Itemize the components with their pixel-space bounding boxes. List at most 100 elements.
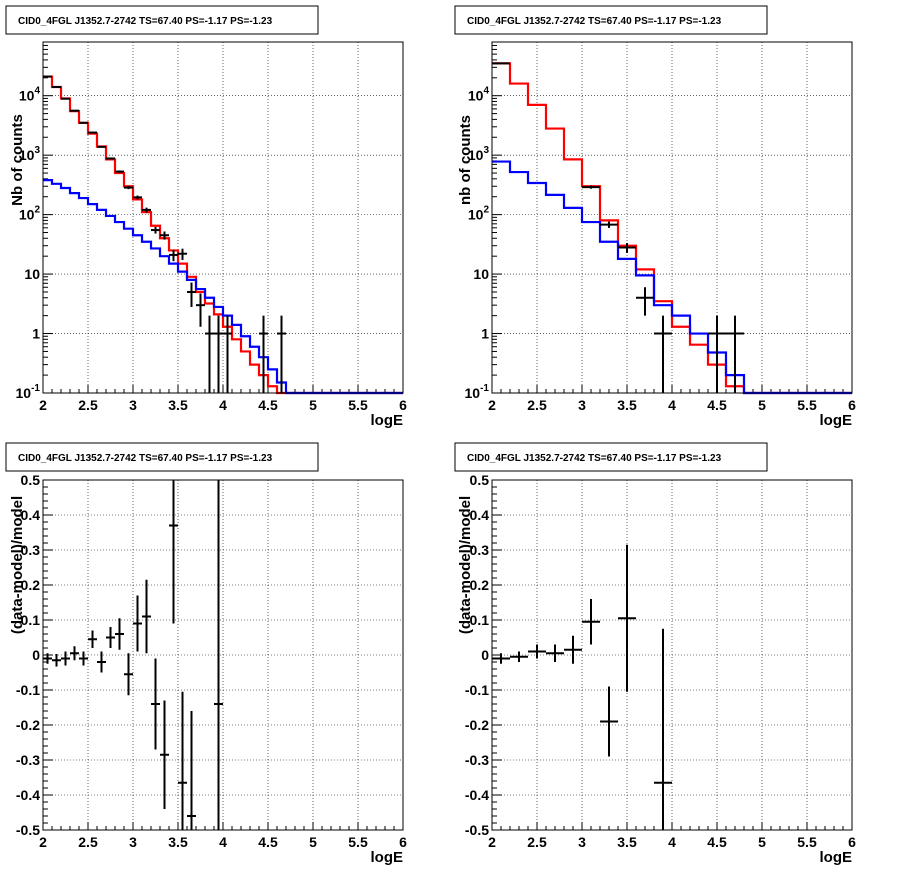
x-tick-label: 4 [668,397,676,413]
title-box [454,5,768,35]
x-tick-label: 3.5 [617,397,637,413]
y-axis-title: (data-model)/model [9,496,26,634]
x-tick-label: 2 [39,397,47,413]
y-tick-label: -0.2 [465,717,489,733]
x-tick-label: 6 [399,397,407,413]
y-tick-label: 0.5 [470,472,490,488]
y-tick-label: 102 [468,205,490,223]
x-tick-label: 4.5 [707,834,727,850]
x-tick-label: 2.5 [78,397,98,413]
y-tick-label: 103 [468,145,490,163]
y-tick-label: 104 [468,86,490,104]
x-tick-label: 3 [129,397,137,413]
x-tick-label: 2.5 [527,397,547,413]
y-tick-label: 0.4 [21,507,41,523]
y-tick-label: 0.2 [470,577,490,593]
y-tick-label: 0.1 [470,612,490,628]
y-axis-title: Nb of counts [9,114,26,206]
y-tick-label: -0.4 [16,787,40,803]
title-box [5,442,319,472]
y-tick-label: 1 [32,326,40,342]
plot-frame [491,41,853,394]
y-tick-label: 10 [24,266,40,282]
y-tick-label: 10-1 [465,383,490,401]
x-tick-label: 6 [848,397,856,413]
plot-frame [42,41,404,394]
x-tick-label: 6 [848,834,856,850]
y-tick-label: -0.1 [16,682,40,698]
y-tick-label: 1 [481,326,489,342]
x-tick-label: 4.5 [707,397,727,413]
x-tick-label: 6 [399,834,407,850]
chart-title: CID0_4FGL J1352.7-2742 TS=67.40 PS=-1.17… [467,453,722,464]
plot-area: 2 2.5 3 3.5 4 4.5 5 5.5 6 -0.5 -0.4 -0.3 -0.2 -0.1 0 0.… [16,472,407,850]
title-box [5,5,319,35]
x-tick-label: 2.5 [78,834,98,850]
plot-frame [42,479,404,831]
x-tick-label: 4 [219,397,227,413]
y-axis-title: nb of counts [457,115,474,205]
x-tick-label: 5.5 [348,397,368,413]
panel-top-right: CID0_4FGL J1352.7-2742 TS=67.40 PS=-1.17… [454,5,856,429]
y-tick-label: 0.3 [21,542,41,558]
x-tick-label: 3 [129,834,137,850]
x-tick-label: 5 [309,834,317,850]
x-tick-label: 3.5 [168,834,188,850]
x-tick-label: 2 [39,834,47,850]
y-axis-title: (data-model)/model [457,496,474,634]
y-tick-label: 0 [32,647,40,663]
histogram-series [492,160,852,395]
panel-top-left: CID0_4FGL J1352.7-2742 TS=67.40 PS=-1.17… [5,5,407,429]
chart-title: CID0_4FGL J1352.7-2742 TS=67.40 PS=-1.17… [467,16,722,27]
y-tick-label: -0.3 [465,752,489,768]
y-tick-label: 10-1 [16,383,41,401]
x-tick-label: 3 [578,397,586,413]
panel-bottom-right: CID0_4FGL J1352.7-2742 TS=67.40 PS=-1.17… [454,442,856,866]
y-tick-label: 0.1 [21,612,41,628]
y-tick-label: -0.4 [465,787,489,803]
y-tick-label: -0.2 [16,717,40,733]
y-tick-label: -0.1 [465,682,489,698]
x-tick-label: 3 [578,834,586,850]
x-tick-label: 2.5 [527,834,547,850]
plot-frame [491,479,853,831]
x-tick-label: 4 [219,834,227,850]
panel-bottom-left: CID0_4FGL J1352.7-2742 TS=67.40 PS=-1.17… [5,442,407,866]
x-axis-title: logE [820,412,853,429]
plot-area: 2 2.5 3 3.5 4 4.5 5 5.5 6 10-1 1 10 102 103 104 [16,41,407,413]
chart-title: CID0_4FGL J1352.7-2742 TS=67.40 PS=-1.17… [18,16,273,27]
x-axis-title: logE [820,849,853,866]
x-tick-label: 5 [758,834,766,850]
y-tick-label: 104 [19,86,41,104]
x-tick-label: 5 [309,397,317,413]
x-tick-label: 3.5 [617,834,637,850]
y-tick-label: 102 [19,205,41,223]
x-tick-label: 4 [668,834,676,850]
y-tick-label: 0 [481,647,489,663]
x-tick-label: 2 [488,834,496,850]
y-tick-label: -0.3 [16,752,40,768]
x-axis-title: logE [371,412,404,429]
y-tick-label: -0.5 [16,822,40,838]
y-tick-label: 0.5 [21,472,41,488]
x-tick-label: 2 [488,397,496,413]
x-tick-label: 4.5 [258,397,278,413]
x-tick-label: 5 [758,397,766,413]
histogram-series [43,179,403,395]
x-tick-label: 3.5 [168,397,188,413]
y-tick-label: 10 [473,266,489,282]
title-box [454,442,768,472]
chart-title: CID0_4FGL J1352.7-2742 TS=67.40 PS=-1.17… [18,453,273,464]
x-axis-title: logE [371,849,404,866]
y-tick-label: 0.2 [21,577,41,593]
x-tick-label: 5.5 [348,834,368,850]
plot-area: 2 2.5 3 3.5 4 4.5 5 5.5 6 -0.5 -0.4 -0.3 -0.2 -0.1 0 0.… [465,472,856,850]
x-tick-label: 4.5 [258,834,278,850]
y-tick-label: -0.5 [465,822,489,838]
y-tick-label: 0.3 [470,542,490,558]
y-tick-label: 0.4 [470,507,490,523]
plot-area: 2 2.5 3 3.5 4 4.5 5 5.5 6 10-1 1 10 102 103 104 [465,41,856,413]
x-tick-label: 5.5 [797,834,817,850]
x-tick-label: 5.5 [797,397,817,413]
